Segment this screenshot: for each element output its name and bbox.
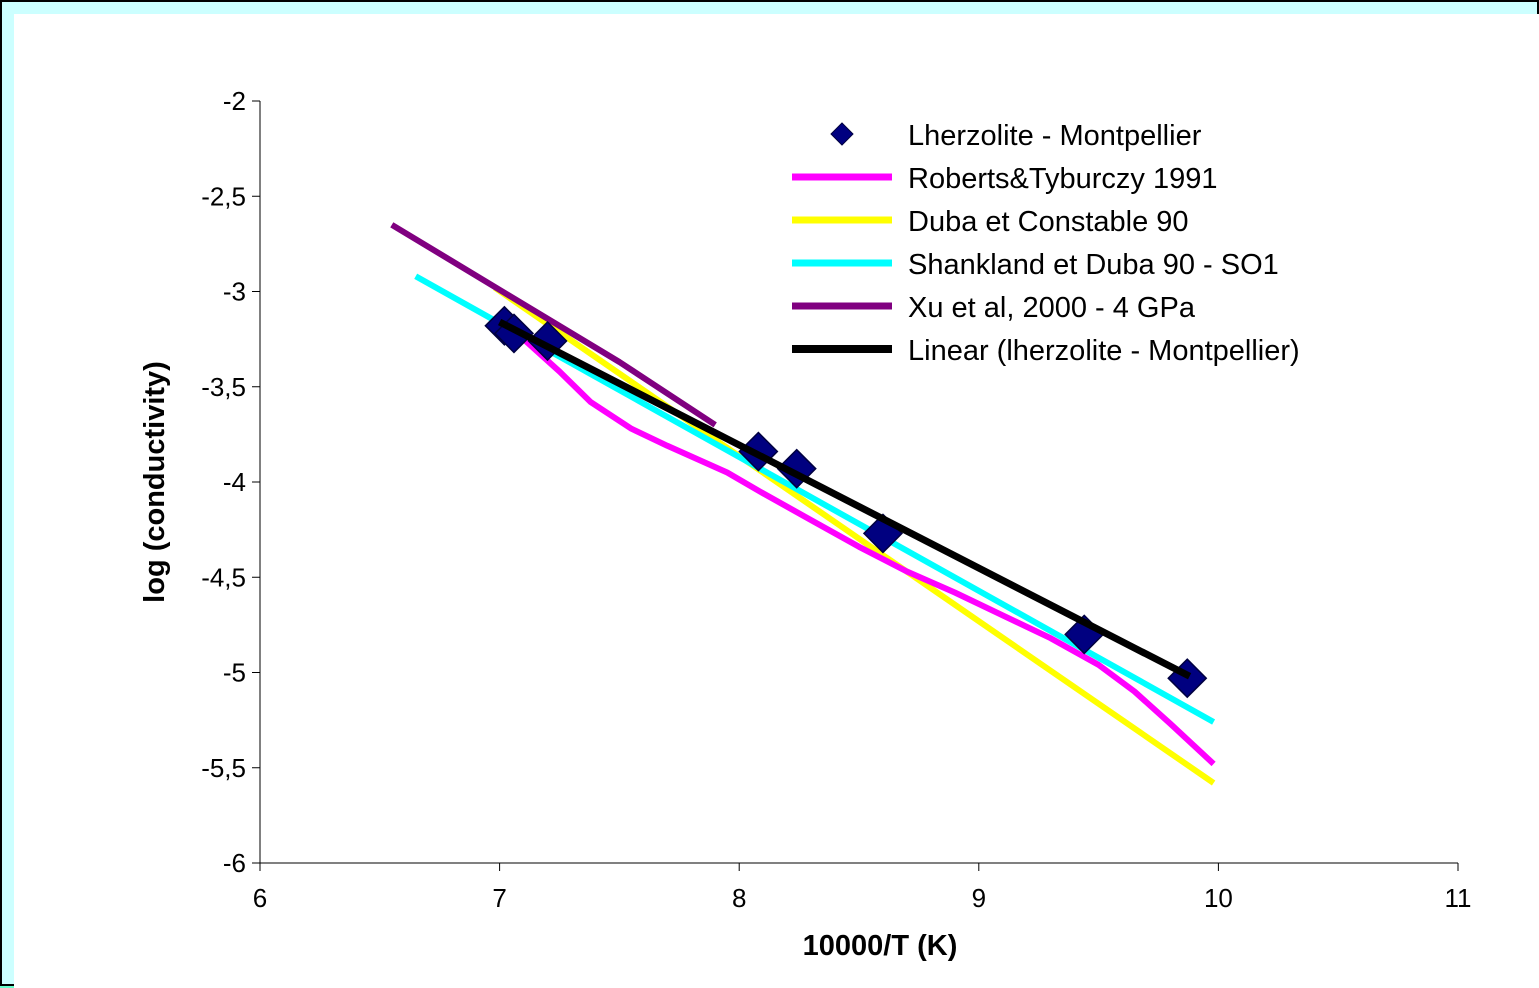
- x-tick-label: 8: [732, 883, 746, 913]
- series-line-2: [493, 285, 1216, 786]
- y-tick-label: -3,5: [201, 372, 246, 402]
- trendline: [498, 318, 1192, 680]
- x-axis-title: 10000/T (K): [803, 930, 958, 962]
- legend-label: Roberts&Tyburczy 1991: [908, 163, 1217, 195]
- x-tick-label: 7: [492, 883, 506, 913]
- legend-label: Lherzolite - Montpellier: [908, 120, 1202, 152]
- x-tick-label: 9: [972, 883, 986, 913]
- legend-label: Duba et Constable 90: [908, 206, 1189, 238]
- series-line-4: [390, 222, 717, 428]
- x-tick-label: 11: [1445, 883, 1472, 913]
- y-tick-label: -2: [223, 86, 246, 116]
- y-tick-label: -5: [223, 658, 246, 688]
- x-tick-label: 6: [253, 883, 267, 913]
- legend-label: Linear (lherzolite - Montpellier): [908, 335, 1300, 367]
- chart-area: 6 7 8 9 10 11 -2 -2,5 -3 -3,5 -4 -4,5 -5 -5,5 -6 Lherz…: [14, 14, 1539, 988]
- series-layer: [390, 222, 1216, 786]
- chart-svg: 6 7 8 9 10 11 -2 -2,5 -3 -3,5 -4 -4,5 -5 -5,5 -6 Lherz…: [139, 86, 1472, 962]
- y-tick-label: -4: [223, 467, 246, 497]
- legend: Lherzolite - Montpellier Roberts&Tyburczy…: [792, 120, 1300, 367]
- y-tick-label: -2,5: [201, 181, 246, 211]
- legend-label: Xu et al, 2000 - 4 GPa: [908, 292, 1196, 324]
- x-tick-label: 10: [1204, 883, 1233, 913]
- legend-label: Shankland et Duba 90 - SO1: [908, 249, 1279, 281]
- legend-marker: [830, 122, 854, 146]
- y-axis-title: log (conductivity): [139, 361, 171, 603]
- axes: 6 7 8 9 10 11 -2 -2,5 -3 -3,5 -4 -4,5 -5 -5,5 -6: [201, 86, 1471, 913]
- series-line-1: [521, 336, 1216, 767]
- y-tick-label: -5,5: [201, 753, 246, 783]
- y-tick-label: -4,5: [201, 562, 246, 592]
- y-tick-label: -3: [223, 277, 246, 307]
- y-tick-label: -6: [223, 848, 246, 878]
